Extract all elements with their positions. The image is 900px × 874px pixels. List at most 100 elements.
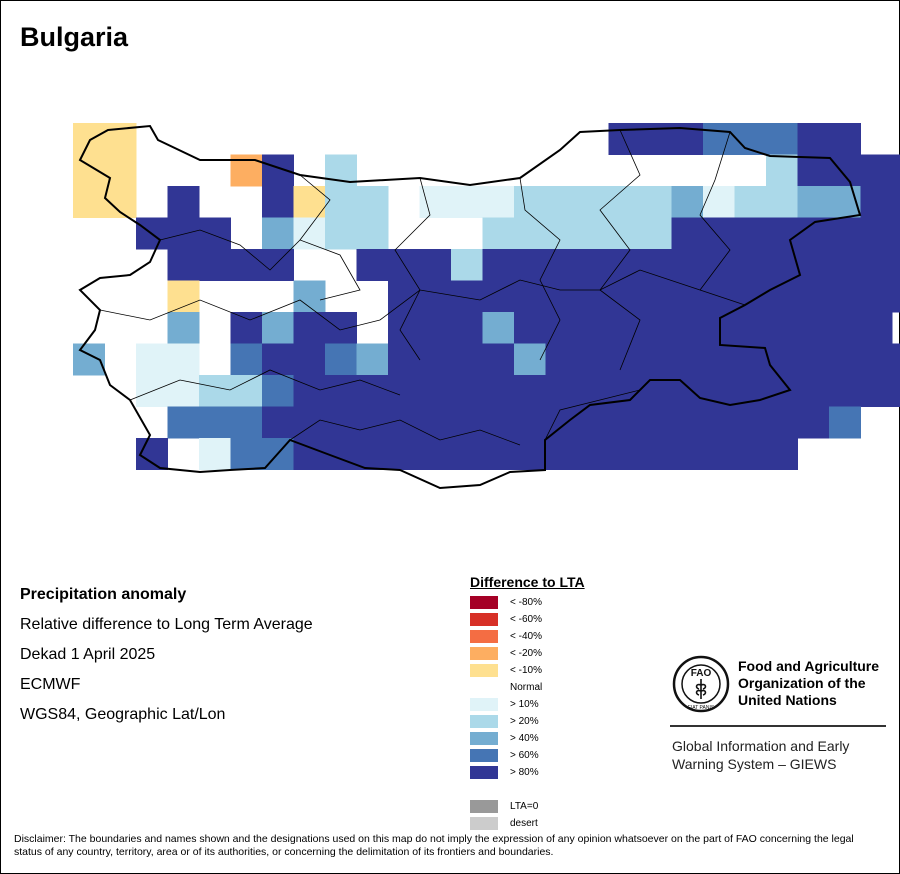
anomaly-cell <box>199 249 231 281</box>
anomaly-cell <box>829 406 861 439</box>
province-boundary <box>159 229 301 271</box>
anomaly-cell <box>577 438 609 470</box>
anomaly-cell <box>545 375 578 407</box>
anomaly-cell <box>167 186 200 218</box>
legend-item: Normal <box>470 679 670 696</box>
anomaly-cell <box>514 280 546 313</box>
anomaly-cell <box>167 343 200 376</box>
anomaly-cell <box>73 186 105 218</box>
legend-label: desert <box>510 818 538 829</box>
anomaly-cell <box>451 249 483 281</box>
anomaly-cell <box>703 186 735 218</box>
anomaly-cell <box>73 123 105 155</box>
anomaly-cell <box>545 406 578 439</box>
info-line-1: Relative difference to Long Term Average <box>20 616 313 633</box>
province-boundary <box>99 299 381 331</box>
anomaly-cell <box>671 438 704 470</box>
anomaly-cell <box>293 375 326 407</box>
legend-label: LTA=0 <box>510 801 539 812</box>
anomaly-cell <box>514 438 546 470</box>
anomaly-cell <box>545 280 578 313</box>
anomaly-cell <box>356 217 389 250</box>
anomaly-cell <box>419 186 452 218</box>
anomaly-cell <box>797 406 830 439</box>
info-line-2: Dekad 1 April 2025 <box>20 646 156 663</box>
anomaly-cell <box>892 217 900 250</box>
anomaly-cell <box>734 438 767 470</box>
legend-item: > 10% <box>470 696 670 713</box>
legend-swatch <box>470 800 498 813</box>
anomaly-cell <box>325 375 357 407</box>
anomaly-cell <box>482 406 515 439</box>
anomaly-cell <box>797 375 830 407</box>
province-boundary <box>699 131 731 291</box>
anomaly-cell <box>797 186 830 218</box>
anomaly-cell <box>199 438 231 470</box>
anomaly-cell <box>545 249 578 281</box>
anomaly-cell <box>640 343 672 376</box>
legend-label: < -40% <box>510 631 542 642</box>
anomaly-cell <box>230 375 263 407</box>
anomaly-cell <box>640 186 672 218</box>
anomaly-cell <box>734 217 767 250</box>
anomaly-cell <box>608 312 641 344</box>
info-line-3: ECMWF <box>20 676 81 693</box>
anomaly-cell <box>482 217 515 250</box>
anomaly-cell <box>293 343 326 376</box>
anomaly-cell <box>797 280 830 313</box>
anomaly-cell <box>577 280 609 313</box>
anomaly-cell <box>797 123 830 155</box>
anomaly-cell <box>829 280 861 313</box>
anomaly-cell <box>356 186 389 218</box>
anomaly-cell <box>325 312 357 344</box>
legend-item: < -60% <box>470 611 670 628</box>
anomaly-cell <box>419 249 452 281</box>
anomaly-cell <box>892 343 900 376</box>
anomaly-cell <box>451 406 483 439</box>
anomaly-cell <box>545 343 578 376</box>
anomaly-cell <box>356 375 389 407</box>
anomaly-cell <box>860 154 893 187</box>
anomaly-cell <box>167 312 200 344</box>
anomaly-cell <box>262 343 294 376</box>
anomaly-cell <box>230 343 263 376</box>
anomaly-cell <box>671 343 704 376</box>
anomaly-cell <box>136 343 168 376</box>
anomaly-cell <box>230 406 263 439</box>
info-heading: Precipitation anomaly <box>20 586 187 603</box>
anomaly-cell <box>608 123 641 155</box>
giews-line-2: Warning System – GIEWS <box>672 756 837 772</box>
anomaly-cell <box>766 406 798 439</box>
anomaly-cell <box>514 249 546 281</box>
anomaly-cell <box>766 438 798 470</box>
fao-name-line-1: Food and Agriculture <box>738 658 880 674</box>
anomaly-cell <box>482 312 515 344</box>
anomaly-cell <box>797 154 830 187</box>
legend-swatch <box>470 647 498 660</box>
legend-item: < -80% <box>470 594 670 611</box>
anomaly-cell <box>860 217 893 250</box>
anomaly-cell <box>608 249 641 281</box>
province-boundary <box>599 129 641 371</box>
legend-swatch <box>470 817 498 830</box>
fao-logo-icon: FAO FIAT PANIS <box>672 655 730 713</box>
legend-swatch <box>470 749 498 762</box>
fao-divider <box>670 725 886 727</box>
fao-name: Food and Agriculture Organization of the… <box>738 658 888 709</box>
anomaly-cell <box>514 186 546 218</box>
anomaly-cell <box>577 186 609 218</box>
anomaly-cell <box>388 438 420 470</box>
province-boundary <box>394 177 431 361</box>
legend-label: < -20% <box>510 648 542 659</box>
legend-swatch <box>470 698 498 711</box>
anomaly-cell <box>892 154 900 187</box>
anomaly-cell <box>766 312 798 344</box>
anomaly-cell <box>545 217 578 250</box>
anomaly-cell <box>671 312 704 344</box>
disclaimer: Disclaimer: The boundaries and names sho… <box>14 833 854 858</box>
anomaly-cell <box>829 123 861 155</box>
legend-rows: < -80% < -60% < -40% < -20% < -10% Normal > 10… <box>470 594 670 832</box>
anomaly-cell <box>514 406 546 439</box>
anomaly-cell <box>829 343 861 376</box>
anomaly-cell <box>671 280 704 313</box>
